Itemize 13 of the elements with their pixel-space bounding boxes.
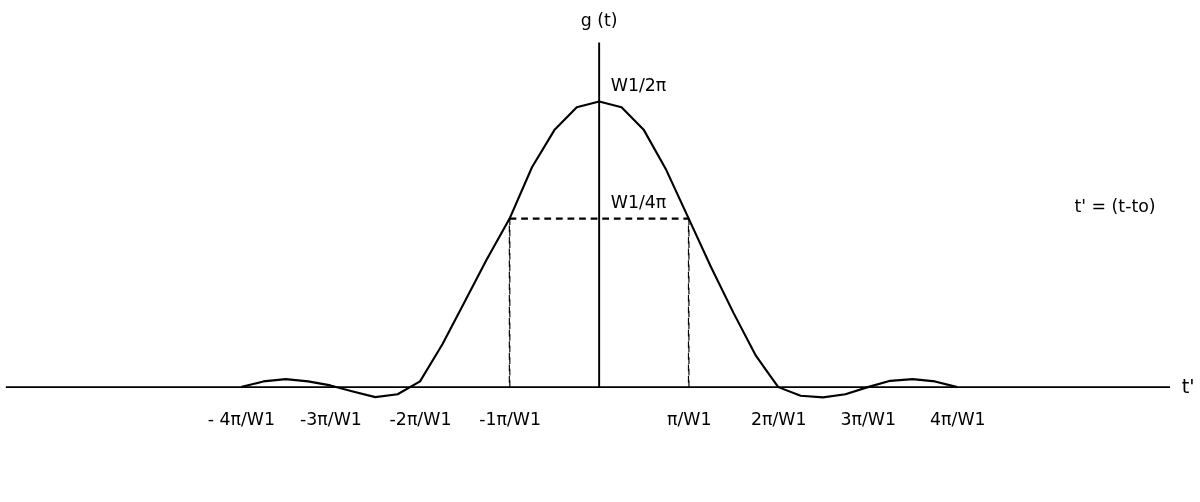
text: W1/2π [610, 74, 667, 95]
x-tick-label: 3π/W1 [840, 409, 897, 430]
x-tick-label: 2π/W1 [750, 409, 807, 430]
annotation: W1/4π [610, 192, 667, 213]
annotation: t' = (t-to) [1074, 196, 1156, 217]
x-tick-label: - 4π/W1 [207, 409, 276, 430]
y-axis-title: g (t) [580, 9, 618, 30]
x-tick-label: -3π/W1 [300, 409, 362, 430]
x-tick-label: 4π/W1 [930, 409, 986, 430]
x-tick-label: -2π/W1 [389, 409, 452, 430]
x-tick-label: -1π/W1 [479, 409, 541, 430]
x-tick-label: π/W1 [666, 409, 712, 430]
x-axis-title: t' [1181, 374, 1195, 398]
